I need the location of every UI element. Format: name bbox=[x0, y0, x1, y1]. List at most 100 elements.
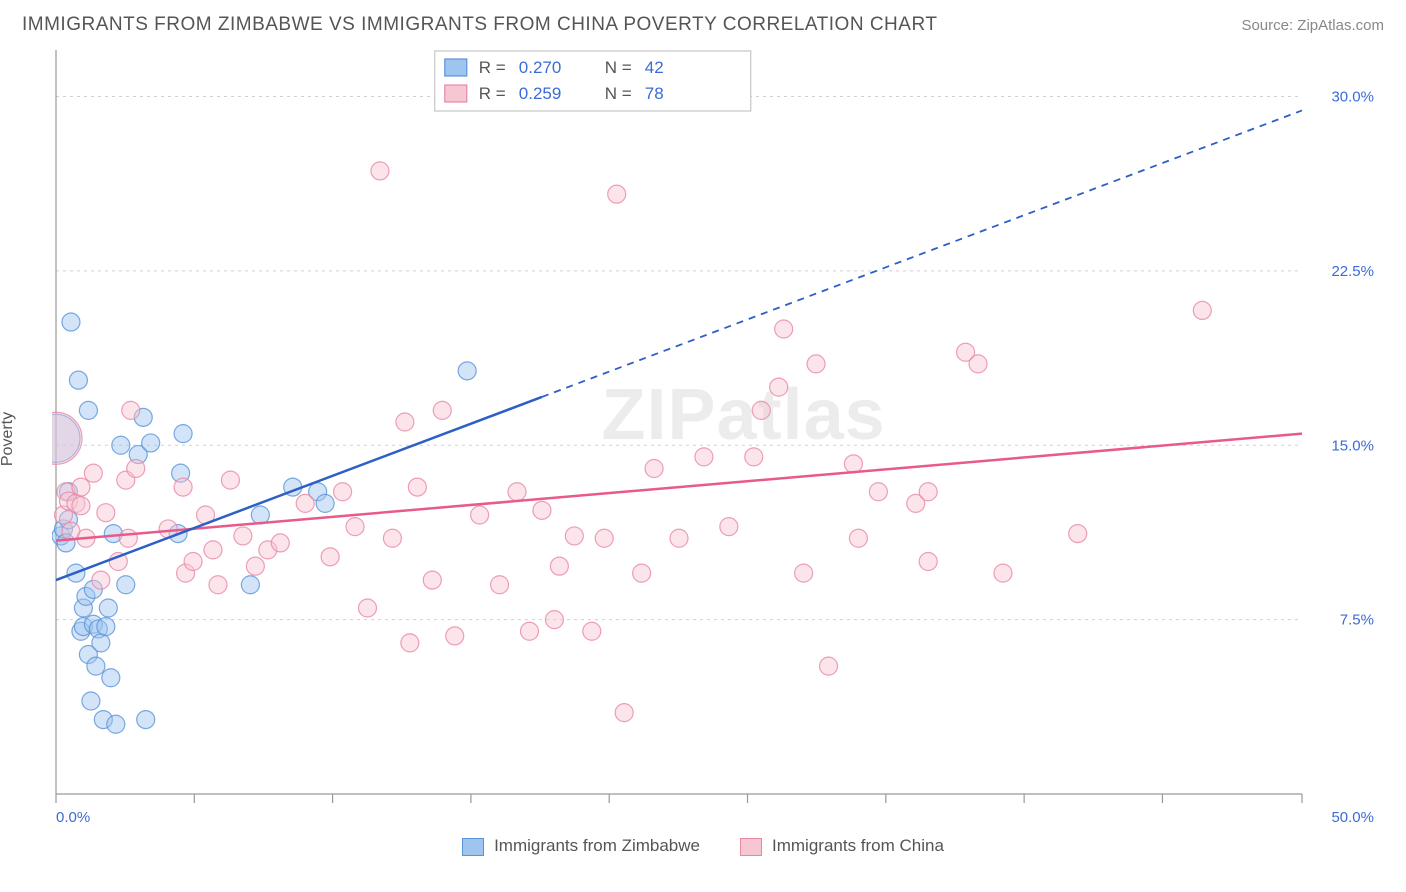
data-point bbox=[508, 483, 526, 501]
data-point bbox=[423, 571, 441, 589]
data-point bbox=[117, 576, 135, 594]
data-point bbox=[72, 497, 90, 515]
data-point bbox=[520, 622, 538, 640]
legend-r-value: 0.259 bbox=[519, 84, 562, 103]
data-point bbox=[346, 518, 364, 536]
data-point bbox=[321, 548, 339, 566]
data-point bbox=[695, 448, 713, 466]
data-point bbox=[1069, 525, 1087, 543]
data-point bbox=[770, 378, 788, 396]
data-point bbox=[79, 401, 97, 419]
data-point bbox=[52, 412, 82, 464]
legend-r-value: 0.270 bbox=[519, 58, 562, 77]
data-point bbox=[533, 501, 551, 519]
data-point bbox=[334, 483, 352, 501]
legend-swatch bbox=[445, 59, 467, 76]
data-point bbox=[458, 362, 476, 380]
data-point bbox=[795, 564, 813, 582]
x-tick-label: 50.0% bbox=[1331, 809, 1374, 826]
y-axis-label: Poverty bbox=[0, 412, 17, 466]
x-tick-label: 0.0% bbox=[56, 809, 90, 826]
legend-item: Immigrants from China bbox=[740, 836, 944, 856]
data-point bbox=[807, 355, 825, 373]
data-point bbox=[615, 704, 633, 722]
data-point bbox=[82, 692, 100, 710]
data-point bbox=[221, 471, 239, 489]
y-tick-label: 30.0% bbox=[1331, 89, 1374, 106]
y-tick-label: 7.5% bbox=[1340, 612, 1374, 629]
legend-swatch bbox=[740, 838, 762, 856]
data-point bbox=[84, 464, 102, 482]
data-point bbox=[137, 711, 155, 729]
data-point bbox=[246, 557, 264, 575]
data-point bbox=[69, 371, 87, 389]
data-point bbox=[745, 448, 763, 466]
data-point bbox=[433, 401, 451, 419]
data-point bbox=[720, 518, 738, 536]
legend-n-value: 42 bbox=[645, 58, 664, 77]
data-point bbox=[583, 622, 601, 640]
data-point bbox=[122, 401, 140, 419]
data-point bbox=[969, 355, 987, 373]
page-title: IMMIGRANTS FROM ZIMBABWE VS IMMIGRANTS F… bbox=[22, 14, 937, 36]
data-point bbox=[401, 634, 419, 652]
data-point bbox=[184, 553, 202, 571]
data-point bbox=[491, 576, 509, 594]
data-point bbox=[271, 534, 289, 552]
legend-item: Immigrants from Zimbabwe bbox=[462, 836, 700, 856]
legend-r-label: R = bbox=[479, 58, 506, 77]
data-point bbox=[849, 529, 867, 547]
data-point bbox=[608, 185, 626, 203]
data-point bbox=[359, 599, 377, 617]
data-point bbox=[234, 527, 252, 545]
legend-swatch bbox=[462, 838, 484, 856]
data-point bbox=[633, 564, 651, 582]
data-point bbox=[87, 657, 105, 675]
data-point bbox=[241, 576, 259, 594]
data-point bbox=[471, 506, 489, 524]
legend-n-value: 78 bbox=[645, 84, 664, 103]
source-credit: Source: ZipAtlas.com bbox=[1241, 17, 1384, 34]
data-point bbox=[645, 460, 663, 478]
legend-label: Immigrants from China bbox=[772, 836, 944, 855]
data-point bbox=[296, 494, 314, 512]
data-point bbox=[994, 564, 1012, 582]
data-point bbox=[844, 455, 862, 473]
data-point bbox=[209, 576, 227, 594]
bottom-legend: Immigrants from Zimbabwe Immigrants from … bbox=[0, 836, 1406, 856]
data-point bbox=[919, 553, 937, 571]
y-tick-label: 15.0% bbox=[1331, 437, 1374, 454]
data-point bbox=[127, 460, 145, 478]
data-point bbox=[820, 657, 838, 675]
data-point bbox=[595, 529, 613, 547]
data-point bbox=[919, 483, 937, 501]
data-point bbox=[204, 541, 222, 559]
data-point bbox=[142, 434, 160, 452]
data-point bbox=[396, 413, 414, 431]
data-point bbox=[72, 478, 90, 496]
data-point bbox=[174, 478, 192, 496]
data-point bbox=[545, 611, 563, 629]
data-point bbox=[92, 571, 110, 589]
legend-n-label: N = bbox=[605, 58, 632, 77]
legend-n-label: N = bbox=[605, 84, 632, 103]
data-point bbox=[92, 634, 110, 652]
data-point bbox=[550, 557, 568, 575]
data-point bbox=[97, 618, 115, 636]
chart-container: Poverty 7.5%15.0%22.5%30.0%0.0%50.0%ZIPa… bbox=[52, 44, 1384, 834]
data-point bbox=[371, 162, 389, 180]
y-tick-label: 22.5% bbox=[1331, 263, 1374, 280]
watermark: ZIPatlas bbox=[602, 375, 886, 455]
legend-r-label: R = bbox=[479, 84, 506, 103]
data-point bbox=[383, 529, 401, 547]
data-point bbox=[316, 494, 334, 512]
data-point bbox=[99, 599, 117, 617]
data-point bbox=[565, 527, 583, 545]
data-point bbox=[1193, 301, 1211, 319]
legend-swatch bbox=[445, 85, 467, 102]
data-point bbox=[752, 401, 770, 419]
trend-line-dashed bbox=[542, 110, 1302, 396]
data-point bbox=[869, 483, 887, 501]
data-point bbox=[775, 320, 793, 338]
data-point bbox=[670, 529, 688, 547]
